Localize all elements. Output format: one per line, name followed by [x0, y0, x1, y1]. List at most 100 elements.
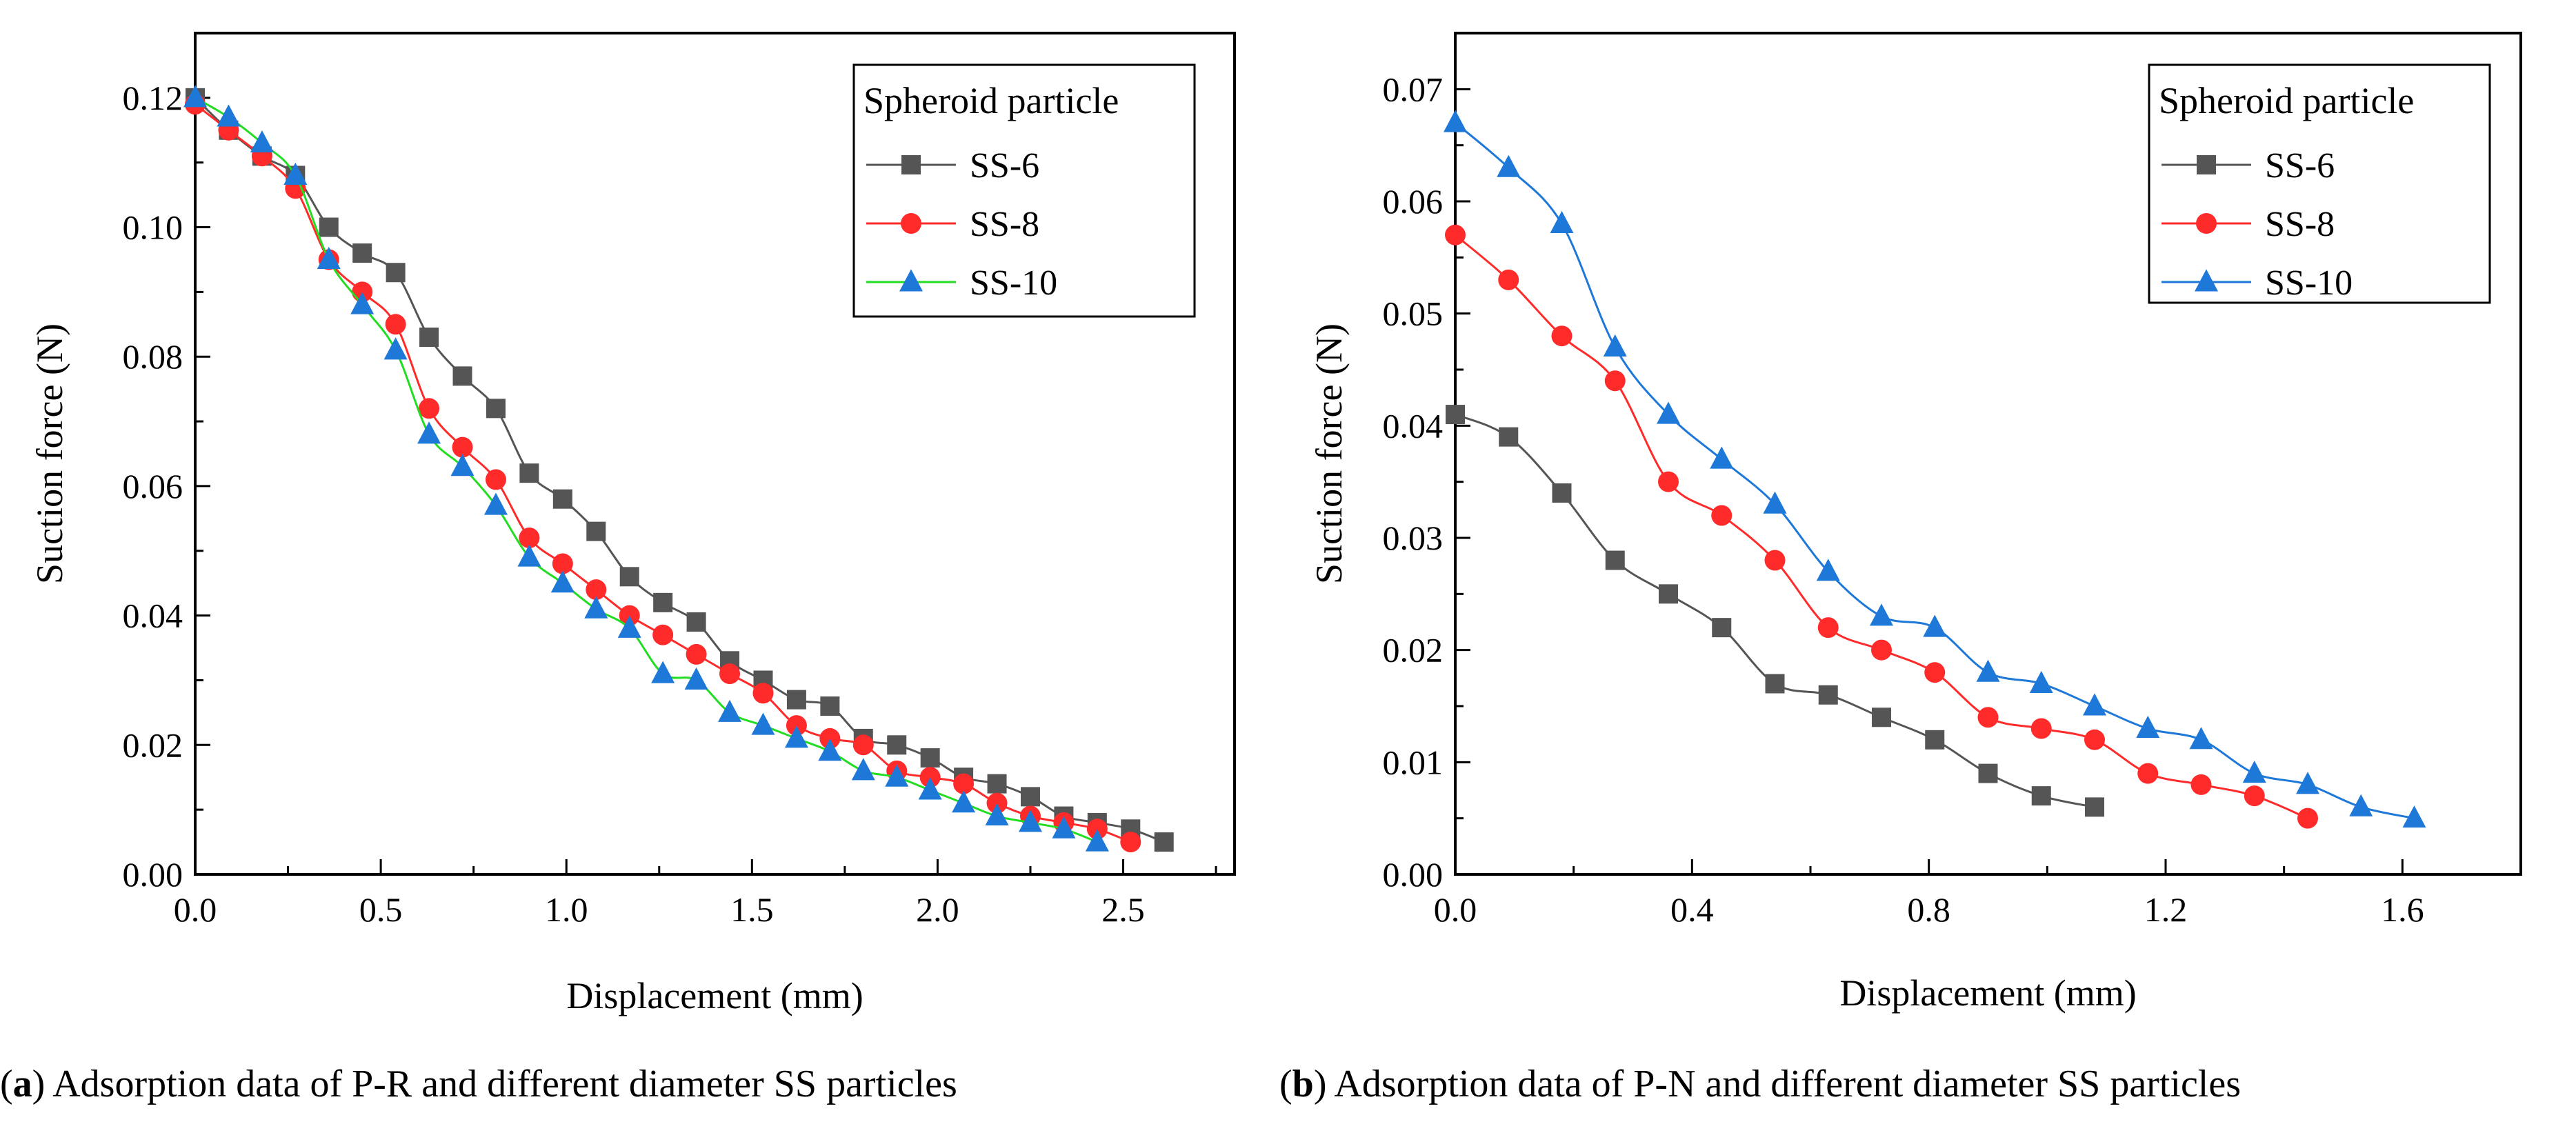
panel-a-data-point-ss-6 [586, 521, 606, 541]
panel-b-series-ss-10 [1444, 110, 2426, 828]
panel-b-data-point-ss-6 [1872, 707, 1891, 727]
panel-b-data-point-ss-10 [2242, 761, 2266, 783]
panel-a-data-point-ss-8 [652, 624, 674, 645]
panel-b-legend-marker-ss-10 [2195, 269, 2218, 292]
panel-b-data-point-ss-8 [2030, 718, 2052, 739]
panel-a-data-point-ss-6 [653, 592, 673, 612]
panel-b-data-point-ss-10 [2083, 693, 2106, 716]
panel-a-data-point-ss-10 [517, 544, 541, 567]
panel-b-data-point-ss-10 [1497, 154, 1521, 177]
panel-b-data-point-ss-10 [1763, 491, 1787, 514]
panel-a-y-tick-label: 0.12 [123, 79, 183, 117]
panel-b-series-ss-8 [1445, 224, 2318, 829]
panel-b-data-point-ss-10 [1816, 559, 1840, 581]
panel-b-data-point-ss-6 [1818, 685, 1838, 705]
panel-a-data-point-ss-8 [686, 643, 707, 665]
panel-b-x-tick-label: 1.6 [2381, 890, 2424, 929]
panel-b-data-point-ss-8 [2084, 729, 2105, 750]
panel-a-y-tick-label: 0.02 [123, 725, 183, 764]
panel-a-x-tick-label: 1.0 [545, 890, 588, 929]
panel-b-data-point-ss-8 [1498, 269, 1519, 290]
panel-a-y-axis-title: Suction force (N) [29, 323, 70, 584]
panel-a-data-point-ss-10 [818, 739, 842, 761]
panel-a-data-point-ss-10 [918, 777, 942, 800]
panel-a-y-tick-label: 0.08 [123, 337, 183, 376]
panel-b-caption-label: b [1292, 1063, 1314, 1105]
panel-a-data-point-ss-10 [250, 130, 274, 153]
panel-b-x-tick-label: 0.8 [1907, 890, 1950, 929]
panel-a-data-point-ss-10 [1085, 829, 1109, 852]
panel-b-data-point-ss-10 [2136, 715, 2160, 739]
panel-b-data-point-ss-8 [1817, 617, 1839, 639]
panel-b-data-point-ss-10 [1550, 210, 1574, 234]
panel-a-data-point-ss-10 [985, 803, 1009, 826]
panel-a-data-point-ss-10 [283, 162, 308, 185]
panel-a-data-point-ss-10 [684, 667, 708, 690]
panel-b-y-tick-label: 0.04 [1383, 406, 1444, 445]
panel-a-data-point-ss-8 [1086, 819, 1108, 840]
panel-a-data-point-ss-6 [419, 328, 439, 348]
panel-a-data-point-ss-8 [852, 734, 874, 756]
panel-a-y-tick-label: 0.06 [123, 467, 183, 505]
panel-b-data-point-ss-10 [1710, 446, 1734, 469]
panel-a-data-point-ss-10 [550, 570, 575, 593]
panel-a-data-point-ss-10 [617, 615, 641, 638]
panel-b-y-tick-label: 0.06 [1383, 182, 1444, 221]
panel-b-data-point-ss-6 [2085, 797, 2104, 817]
panel-a-data-point-ss-6 [452, 366, 472, 386]
panel-a-x-axis-title: Displacement (mm) [566, 975, 863, 1016]
panel-a-y-tick-label: 0.04 [123, 596, 183, 635]
panel-a-data-point-ss-10 [183, 85, 207, 108]
panel-b-legend-title: Spheroid particle [2159, 80, 2414, 121]
panel-a-series-ss-10 [183, 85, 1109, 852]
panel-a-data-point-ss-8 [586, 579, 607, 601]
panel-b-data-point-ss-10 [2029, 670, 2053, 693]
panel-b-legend-label-ss-6: SS-6 [2265, 146, 2335, 185]
panel-b-caption: (b) Adsorption data of P-N and different… [1279, 1063, 2241, 1105]
panel-b-data-point-ss-6 [1446, 405, 1465, 425]
panel-b-legend-marker-ss-8 [2196, 213, 2217, 234]
panel-a-data-point-ss-8 [1120, 832, 1141, 853]
panel-a-caption-open-paren: ( [0, 1063, 13, 1105]
panel-a-data-point-ss-10 [584, 596, 608, 619]
panel-b-y-tick-label: 0.01 [1383, 743, 1444, 781]
panel-a-plot-frame [194, 32, 1236, 876]
panel-a-data-point-ss-8 [919, 767, 941, 788]
panel-b-data-point-ss-8 [1711, 505, 1733, 526]
panel-b-y-tick-label: 0.02 [1383, 631, 1444, 670]
panel-a-data-point-ss-6 [386, 263, 406, 283]
panel-b-data-point-ss-10 [2402, 805, 2426, 828]
panel-b-series-line-ss-6 [1455, 413, 2095, 808]
panel-b-data-point-ss-8 [1551, 325, 1572, 347]
panel-b-data-point-ss-10 [1444, 110, 1467, 132]
panel-b-data-point-ss-6 [1712, 618, 1732, 638]
panel-a-data-point-ss-8 [819, 727, 841, 749]
panel-a-data-point-ss-8 [619, 605, 640, 626]
panel-b-series-line-ss-8 [1455, 234, 2308, 820]
panel-b-data-point-ss-6 [1552, 483, 1572, 503]
panel-b-legend-label-ss-8: SS-8 [2265, 205, 2335, 244]
panel-a-data-point-ss-6 [987, 774, 1007, 794]
panel-a-data-point-ss-6 [686, 612, 706, 632]
panel-b-legend-marker-ss-6 [2197, 155, 2216, 174]
panel-b-data-point-ss-8 [1871, 639, 1892, 661]
panel-b-x-axis-title: Displacement (mm) [1839, 972, 2136, 1014]
panel-a-data-point-ss-10 [417, 421, 441, 444]
panel-b-series-ss-6 [1446, 405, 2104, 817]
panel-a-data-point-ss-8 [419, 398, 440, 419]
panel-a-data-point-ss-6 [1154, 832, 1174, 852]
panel-b-data-point-ss-8 [1658, 471, 1679, 492]
panel-a-chart: 0.0 0.5 1.0 1.5 2.0 2.5 0.00 0.02 0.04 0.06 0.08 0.… [0, 32, 1236, 1105]
panel-a-data-point-ss-6 [519, 463, 539, 483]
panel-a-data-point-ss-6 [552, 489, 572, 509]
panel-a-data-point-ss-6 [486, 399, 506, 419]
panel-a-legend-title: Spheroid particle [863, 80, 1119, 121]
panel-b-series-line-ss-10 [1455, 121, 2415, 820]
panel-a-data-point-ss-10 [651, 661, 675, 683]
panel-a-data-point-ss-10 [217, 104, 241, 127]
panel-a-x-tick-label: 1.5 [730, 890, 774, 929]
panel-a-data-point-ss-6 [352, 243, 372, 263]
panel-a-data-point-ss-10 [885, 764, 909, 787]
panel-b-x-tick-label: 0.4 [1670, 890, 1714, 929]
